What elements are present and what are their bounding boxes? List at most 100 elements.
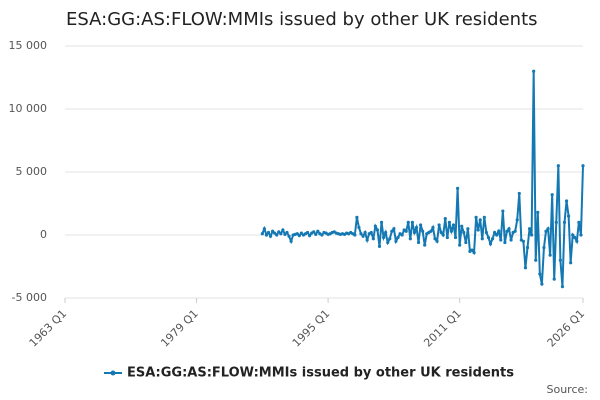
point [273,231,277,235]
point [503,240,507,245]
point [521,239,525,243]
point [488,242,493,246]
point [476,228,480,232]
point [497,229,501,233]
point [371,237,375,241]
point [316,229,320,233]
point [470,248,474,252]
point [277,230,281,234]
point [558,258,562,262]
point [482,215,486,219]
point [412,230,417,235]
x-tick-label: 1979 Q1 [158,307,201,350]
point [513,229,517,233]
point [433,237,437,241]
point [275,233,279,237]
point [464,240,468,245]
point [462,230,466,235]
legend-label: ESA:GG:AS:FLOW:MMIs issued by other UK r… [127,366,514,381]
series-line [261,71,584,287]
point [429,229,433,233]
point [421,229,425,233]
point [419,223,423,227]
point [575,239,579,243]
point [460,224,464,228]
point [530,233,534,237]
point [523,266,528,270]
point [408,237,412,241]
y-tick-label: 5 000 [16,165,48,178]
point [266,230,271,235]
point [542,246,546,250]
point [423,243,427,247]
source: Source: [547,383,589,396]
point [499,238,503,242]
point [525,246,530,250]
point [289,239,293,243]
point [406,220,410,224]
point [546,227,550,231]
point [363,230,367,235]
point [404,229,408,233]
point [443,217,447,221]
point [392,227,396,231]
point [445,235,449,240]
y-tick-label: 15 000 [9,39,48,52]
point [538,272,542,276]
point [484,230,488,235]
point [260,232,264,236]
point [369,230,373,235]
point [567,214,571,218]
point [527,227,532,231]
point [562,220,567,224]
point [262,227,266,231]
point [377,244,382,248]
point [305,230,310,235]
point [299,231,303,235]
point [505,229,509,233]
point [416,240,421,245]
point [279,232,283,236]
point [386,240,390,245]
point [437,223,441,227]
point [493,230,497,235]
point [581,164,585,168]
point [308,234,312,238]
point [384,230,388,235]
point [509,238,513,242]
point [379,220,384,224]
point [571,233,575,237]
point [314,232,318,236]
point [365,238,369,242]
point [441,233,445,237]
legend-marker [110,370,116,376]
point [507,227,511,231]
point [353,233,357,237]
legend-item: ESA:GG:AS:FLOW:MMIs issued by other UK r… [104,366,514,381]
point [312,230,316,234]
point [431,225,435,230]
point [400,233,404,237]
point [390,229,394,233]
point [501,209,505,213]
point [373,224,377,228]
point [544,229,548,233]
point [320,233,324,237]
point [466,227,470,231]
point [517,191,521,196]
point [451,223,456,227]
point [480,237,484,241]
point [355,215,359,219]
x-tick-label: 1995 Q1 [290,307,333,350]
point [295,232,299,236]
point [435,239,439,243]
point [486,235,491,240]
x-tick-label: 2026 Q1 [545,307,588,350]
point [490,237,495,241]
point [456,186,460,190]
point [579,233,583,237]
point [359,232,363,236]
point [287,234,291,238]
point [515,218,519,222]
point [548,253,552,257]
